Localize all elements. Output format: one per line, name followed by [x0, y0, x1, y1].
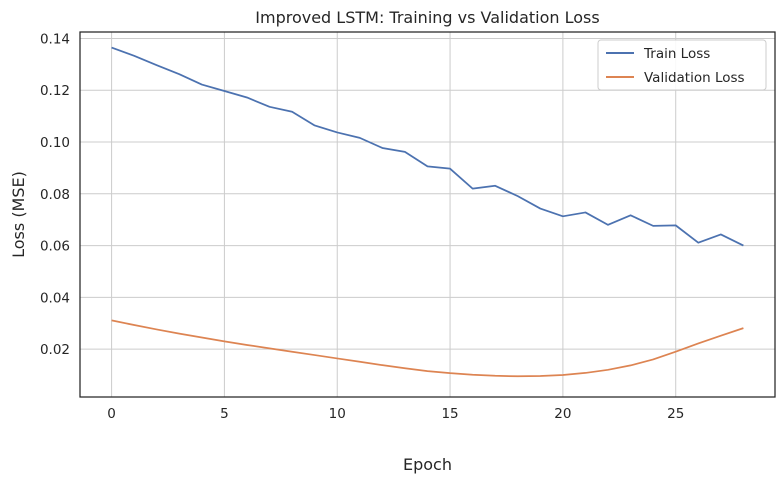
y-axis-label: Loss (MSE)	[9, 171, 28, 258]
x-ticks: 0 5 10 15 20 25	[107, 406, 684, 422]
chart-title: Improved LSTM: Training vs Validation Lo…	[255, 8, 599, 27]
x-tick-label: 25	[667, 406, 684, 422]
y-tick-label: 0.08	[40, 187, 70, 203]
y-tick-label: 0.06	[40, 239, 70, 255]
legend: Train Loss Validation Loss	[597, 39, 767, 91]
x-tick-label: 20	[554, 406, 571, 422]
y-tick-label: 0.12	[40, 83, 70, 99]
x-tick-label: 10	[329, 406, 346, 422]
x-tick-label: 15	[441, 406, 458, 422]
y-tick-label: 0.04	[40, 290, 70, 306]
x-tick-label: 5	[220, 406, 229, 422]
y-tick-label: 0.02	[40, 342, 70, 358]
series-line-validation-loss	[111, 319, 744, 378]
series-line-train-loss	[111, 46, 744, 247]
plot-frame	[79, 31, 776, 398]
legend-label: Validation Loss	[644, 70, 745, 86]
y-tick-label: 0.14	[40, 31, 70, 47]
legend-label: Train Loss	[643, 46, 710, 62]
x-axis-label: Epoch	[403, 455, 452, 474]
y-tick-label: 0.10	[40, 135, 70, 151]
series-lines	[111, 46, 744, 378]
y-ticks: 0.02 0.04 0.06 0.08 0.10 0.12 0.14	[40, 31, 70, 358]
grid	[80, 32, 775, 397]
x-tick-label: 0	[107, 406, 116, 422]
legend-box	[597, 39, 767, 91]
